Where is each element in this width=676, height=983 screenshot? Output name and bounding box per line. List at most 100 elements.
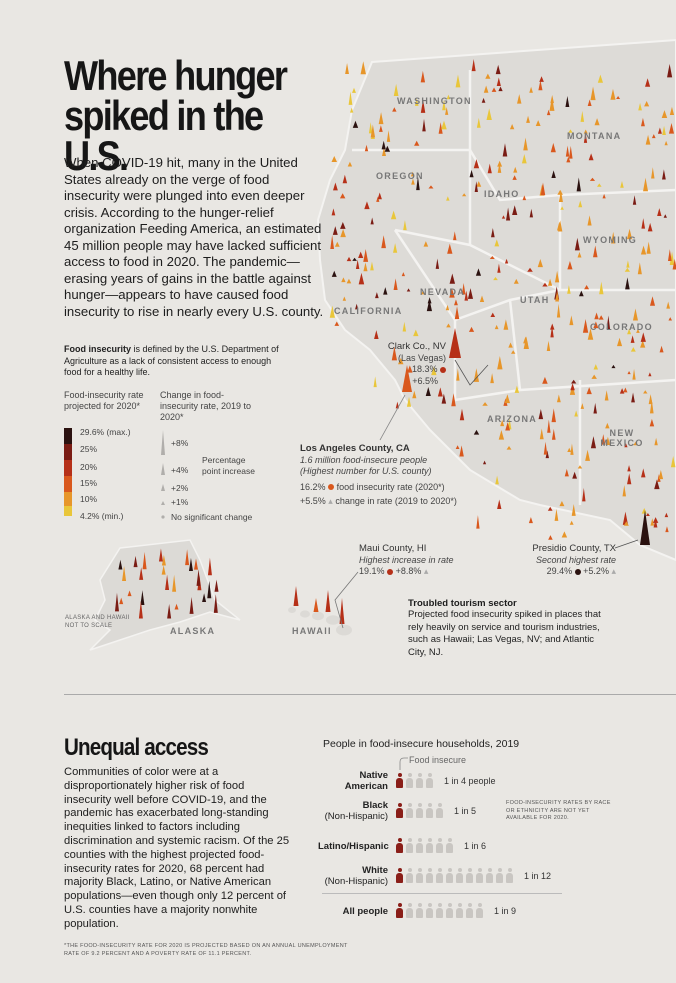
presidio-dot bbox=[574, 568, 581, 575]
county-spike bbox=[657, 208, 662, 216]
county-spike bbox=[497, 162, 502, 173]
county-spike bbox=[165, 574, 170, 591]
county-spike bbox=[402, 321, 407, 332]
county-spike bbox=[556, 303, 561, 318]
state-border bbox=[454, 388, 521, 402]
county-spike bbox=[560, 206, 564, 210]
county-spike bbox=[503, 319, 509, 330]
county-spike bbox=[358, 272, 365, 285]
person-icon bbox=[436, 903, 443, 918]
county-spike bbox=[665, 526, 669, 533]
county-spike bbox=[551, 170, 556, 179]
hawaii-island bbox=[288, 607, 296, 613]
county-spike bbox=[645, 134, 651, 145]
county-spike bbox=[352, 87, 356, 93]
person-icon bbox=[416, 838, 423, 853]
county-spike bbox=[577, 465, 583, 469]
county-spike bbox=[428, 185, 434, 189]
group-name: White bbox=[362, 865, 388, 876]
county-spike bbox=[383, 287, 388, 295]
state-label-hawaii: HAWAII bbox=[292, 626, 332, 636]
state-label-new-mexico: NEW MEXICO bbox=[600, 428, 644, 448]
presidio-change: +5.2% bbox=[583, 566, 609, 576]
county-spike bbox=[626, 260, 630, 268]
county-spike bbox=[605, 422, 610, 429]
county-spike bbox=[511, 350, 516, 354]
legend-spike bbox=[161, 501, 165, 505]
change-label: +8% bbox=[171, 438, 189, 448]
county-spike bbox=[122, 566, 127, 582]
person-icon bbox=[486, 868, 493, 883]
maui-dot bbox=[387, 568, 394, 575]
la-name: Los Angeles County, CA bbox=[300, 443, 410, 454]
county-spike bbox=[559, 501, 565, 507]
county-spike bbox=[422, 118, 426, 132]
county-spike bbox=[473, 159, 480, 169]
county-spike bbox=[543, 441, 548, 455]
county-spike bbox=[214, 579, 219, 592]
county-spike bbox=[664, 140, 668, 146]
county-spike bbox=[342, 174, 348, 184]
county-spike bbox=[549, 97, 555, 111]
county-spike bbox=[637, 262, 642, 275]
legend-spike bbox=[161, 515, 165, 519]
county-spike bbox=[464, 290, 469, 301]
county-spike bbox=[564, 468, 569, 477]
county-spike bbox=[593, 364, 599, 370]
county-spike bbox=[640, 340, 646, 348]
callout-maui: Maui County, HI Highest increase in rate… bbox=[359, 543, 489, 578]
highlight-label: Food insecure bbox=[409, 755, 467, 765]
county-spike bbox=[589, 177, 596, 181]
county-spike bbox=[523, 137, 528, 151]
page-title: Where hunger spiked in the U.S. bbox=[64, 52, 288, 179]
county-spike bbox=[352, 120, 359, 128]
county-spike bbox=[513, 166, 518, 173]
group-ratio: 1 in 12 bbox=[524, 871, 552, 881]
county-spike bbox=[410, 171, 415, 177]
county-spike bbox=[468, 326, 475, 332]
county-spike bbox=[363, 262, 368, 272]
definition-term: Food insecurity bbox=[64, 344, 132, 354]
group-ratio: 1 in 5 bbox=[454, 806, 477, 816]
legend-rate-title: Food-insecurity rate projected for 2020* bbox=[64, 390, 144, 411]
county-spike bbox=[546, 340, 551, 352]
presidio-spike bbox=[640, 510, 650, 545]
county-spike bbox=[643, 390, 648, 394]
clark-name: Clark Co., NV bbox=[387, 341, 446, 352]
county-spike bbox=[446, 94, 451, 100]
county-spike bbox=[597, 183, 602, 187]
county-spike bbox=[504, 258, 509, 264]
change-note: Percentage point increase bbox=[202, 455, 255, 476]
county-spike bbox=[339, 193, 346, 199]
person-icon bbox=[406, 838, 413, 853]
county-spike bbox=[555, 291, 560, 302]
county-spike bbox=[491, 227, 495, 238]
county-spike bbox=[539, 428, 544, 440]
county-spike bbox=[663, 214, 667, 218]
state-label-arizona: ARIZONA bbox=[487, 414, 538, 424]
county-spike bbox=[567, 261, 573, 270]
legend-spikes bbox=[161, 430, 165, 519]
county-spike bbox=[670, 455, 676, 468]
intro-text: When COVID-19 hit, many in the United St… bbox=[64, 155, 324, 319]
county-spike bbox=[194, 558, 199, 570]
county-spike bbox=[632, 308, 638, 321]
county-spike bbox=[497, 499, 502, 510]
group-name: Black bbox=[362, 800, 388, 811]
county-spike bbox=[403, 220, 407, 231]
county-spike bbox=[445, 304, 450, 311]
county-spike bbox=[619, 388, 625, 394]
person-icon bbox=[406, 868, 413, 883]
county-spike bbox=[473, 429, 480, 435]
county-spike bbox=[640, 245, 647, 255]
county-spike bbox=[535, 120, 541, 127]
county-spike bbox=[346, 278, 352, 284]
county-spike bbox=[578, 290, 584, 297]
state-label-alaska: ALASKA bbox=[170, 626, 216, 636]
county-spike bbox=[342, 296, 347, 301]
state-label-oregon: OREGON bbox=[376, 171, 424, 181]
person-icon-insecure bbox=[396, 773, 403, 788]
person-icon bbox=[436, 838, 443, 853]
county-spike bbox=[490, 373, 494, 384]
county-spike bbox=[646, 241, 651, 254]
